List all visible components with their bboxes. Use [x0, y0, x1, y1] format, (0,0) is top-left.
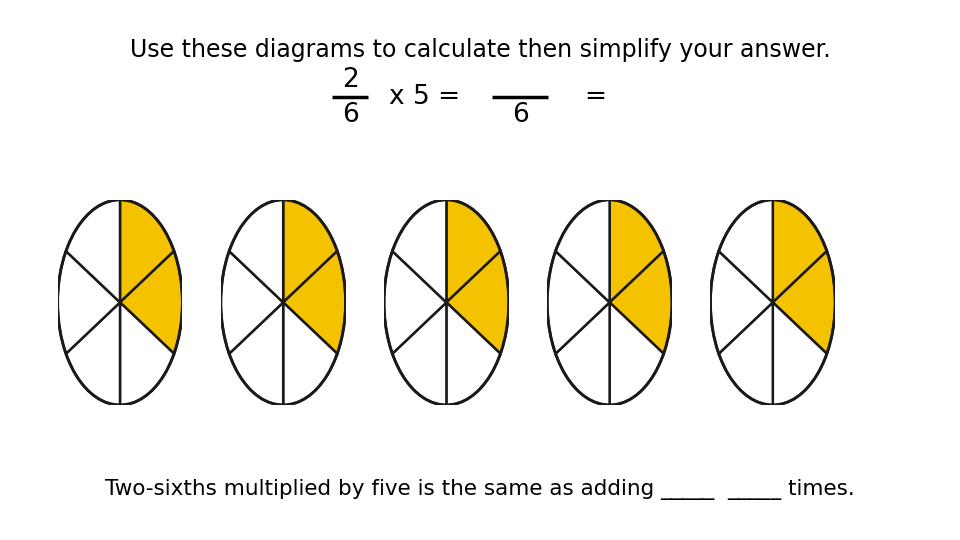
Wedge shape — [393, 302, 446, 405]
Text: 6: 6 — [342, 102, 358, 128]
Wedge shape — [120, 302, 174, 405]
Text: Two-sixths multiplied by five is the same as adding _____  _____ times.: Two-sixths multiplied by five is the sam… — [106, 480, 854, 501]
Wedge shape — [773, 251, 835, 354]
Wedge shape — [393, 200, 446, 302]
Wedge shape — [773, 302, 827, 405]
Text: 6: 6 — [512, 102, 528, 128]
Wedge shape — [283, 251, 346, 354]
Wedge shape — [66, 302, 120, 405]
Wedge shape — [446, 251, 509, 354]
Wedge shape — [556, 302, 610, 405]
Wedge shape — [120, 251, 182, 354]
Wedge shape — [221, 251, 283, 354]
Wedge shape — [556, 200, 610, 302]
Wedge shape — [229, 200, 283, 302]
Wedge shape — [610, 251, 672, 354]
Text: Use these diagrams to calculate then simplify your answer.: Use these diagrams to calculate then sim… — [130, 38, 830, 62]
Wedge shape — [719, 200, 773, 302]
Wedge shape — [120, 200, 174, 302]
Wedge shape — [610, 200, 663, 302]
Wedge shape — [773, 200, 827, 302]
Wedge shape — [283, 302, 337, 405]
Wedge shape — [283, 200, 337, 302]
Text: 2: 2 — [342, 67, 358, 93]
Wedge shape — [66, 200, 120, 302]
Wedge shape — [719, 302, 773, 405]
Wedge shape — [446, 200, 500, 302]
Wedge shape — [384, 251, 446, 354]
Text: x 5 =: x 5 = — [390, 84, 461, 110]
Wedge shape — [710, 251, 773, 354]
Wedge shape — [446, 302, 500, 405]
Wedge shape — [547, 251, 610, 354]
Text: =: = — [584, 84, 606, 110]
Wedge shape — [610, 302, 663, 405]
Wedge shape — [58, 251, 120, 354]
Wedge shape — [229, 302, 283, 405]
